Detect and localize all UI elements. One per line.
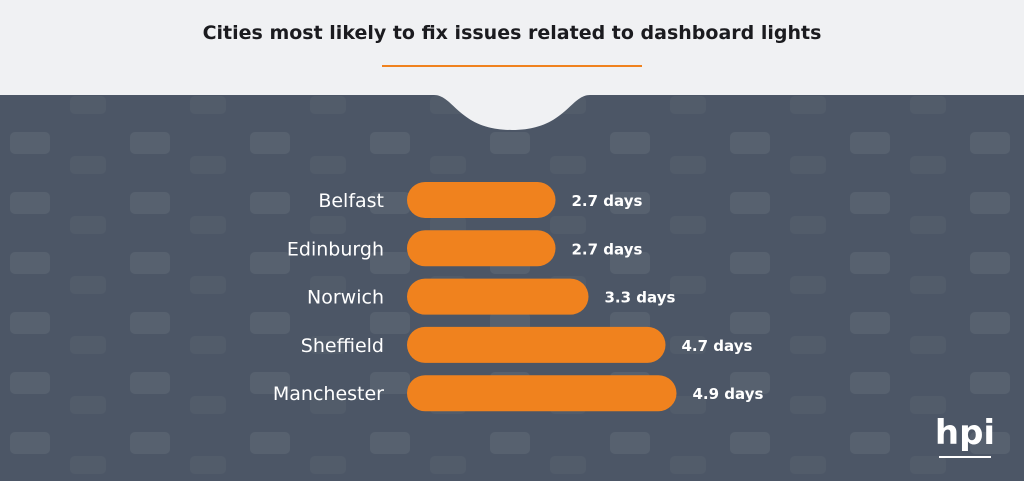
value-label: 2.7 days: [572, 240, 643, 258]
category-label: Edinburgh: [287, 238, 384, 260]
value-label: 3.3 days: [605, 289, 676, 307]
hpi-logo: hpi: [935, 413, 995, 453]
bar-sheffield: [407, 326, 666, 363]
chart-title: Cities most likely to fix issues related…: [203, 22, 822, 44]
category-label: Belfast: [318, 190, 384, 212]
category-label: Norwich: [307, 287, 384, 309]
bar-edinburgh: [407, 230, 556, 267]
category-label: Sheffield: [301, 335, 384, 357]
category-label: Manchester: [273, 383, 384, 405]
bar-manchester: [407, 375, 677, 412]
bar-belfast: [407, 182, 556, 218]
value-label: 4.9 days: [693, 385, 764, 403]
value-label: 2.7 days: [572, 192, 643, 210]
value-label: 4.7 days: [682, 337, 753, 355]
bar-norwich: [407, 278, 589, 315]
